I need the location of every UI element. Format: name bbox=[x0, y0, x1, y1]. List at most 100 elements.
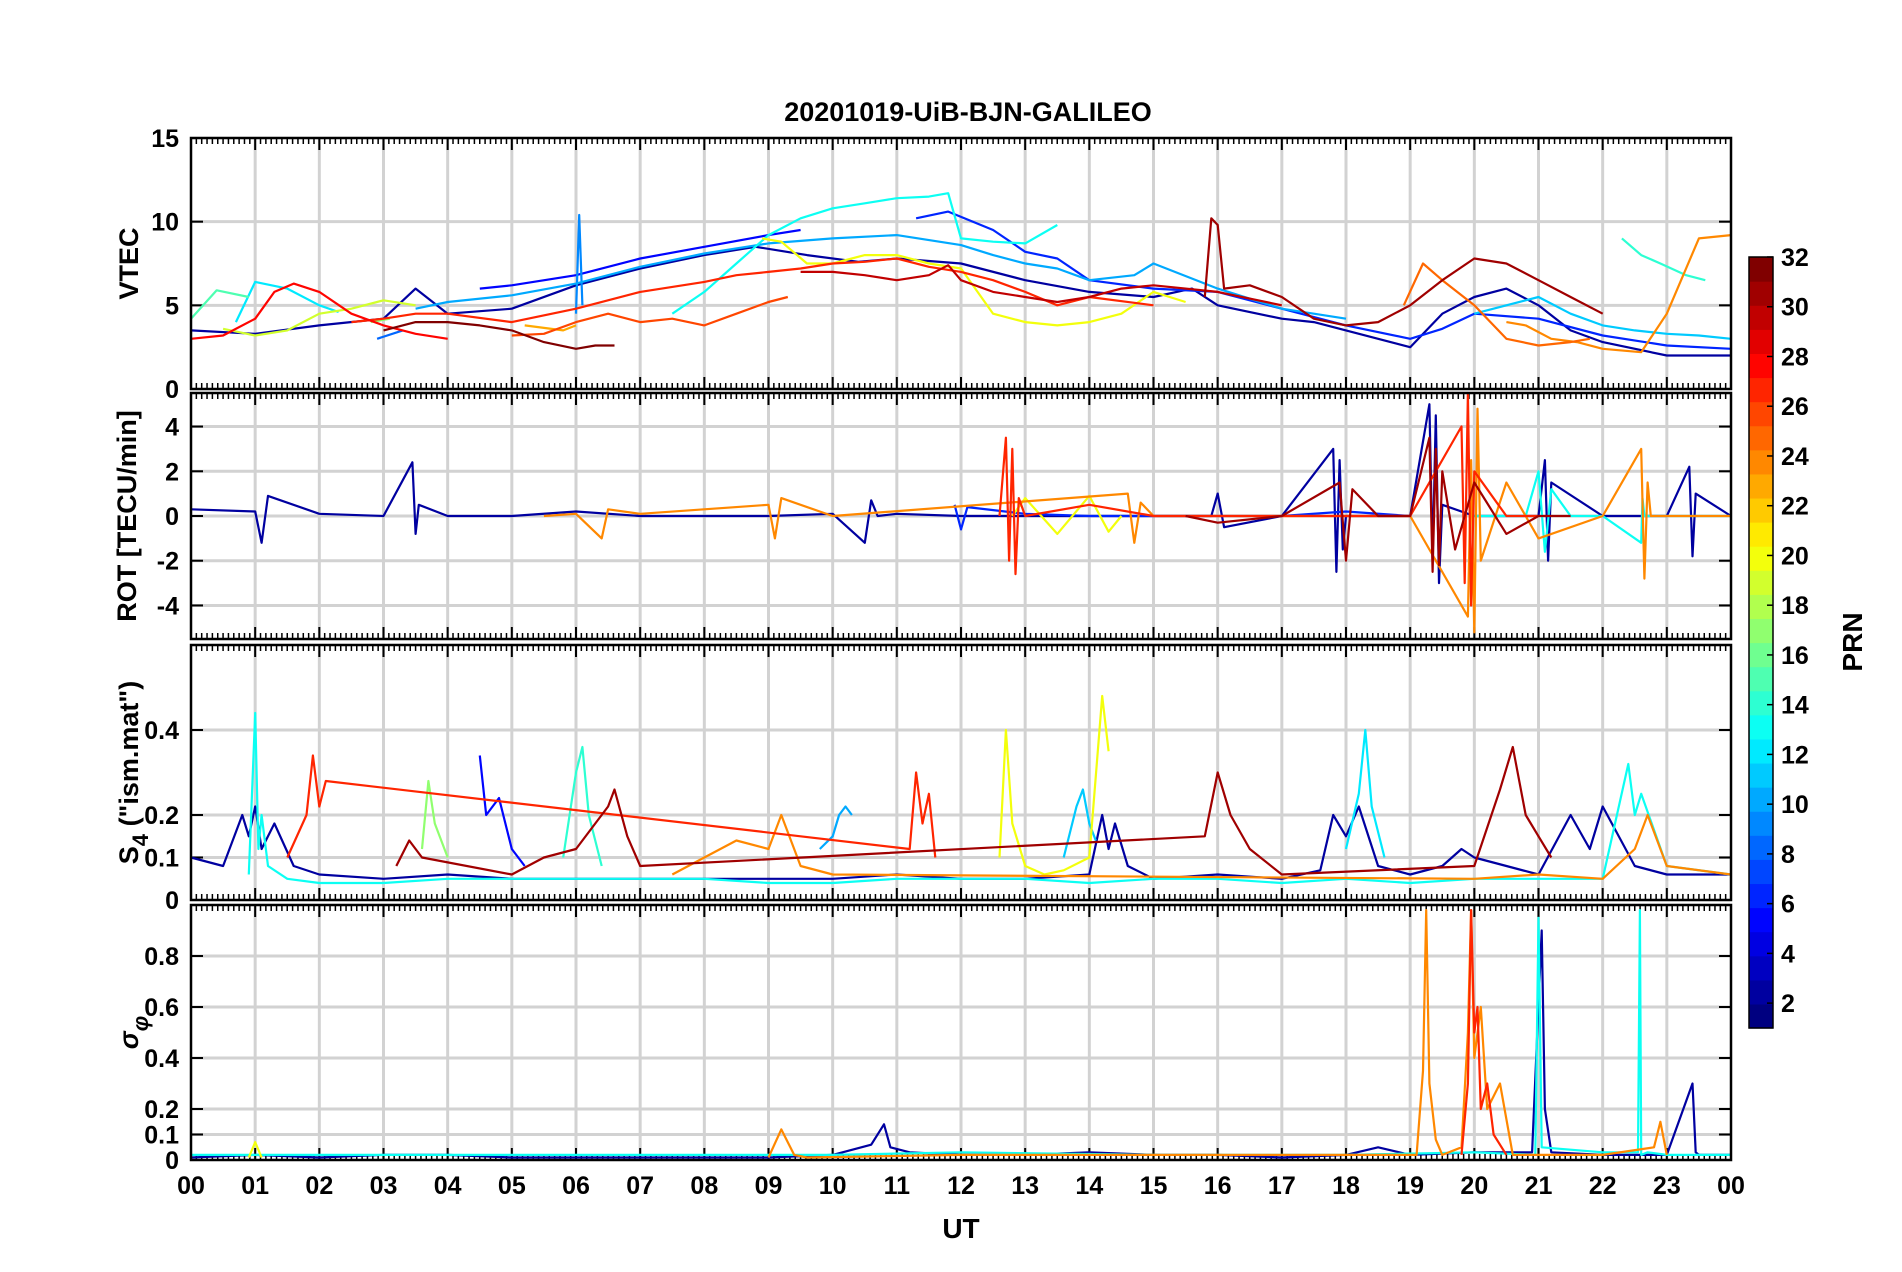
panel-frame bbox=[189, 643, 1733, 902]
series-line-prn-9 bbox=[574, 213, 584, 314]
colorbar-segment bbox=[1749, 666, 1773, 692]
colorbar-segment bbox=[1749, 281, 1773, 306]
colorbar-segment bbox=[1749, 353, 1773, 379]
colorbar-segment bbox=[1749, 546, 1773, 571]
series-line-prn-24 bbox=[1506, 234, 1732, 354]
series-line-prn-31 bbox=[395, 745, 1553, 876]
panel-frame bbox=[189, 903, 1733, 1162]
x-tick-label: 15 bbox=[1140, 1172, 1168, 1200]
y-tick-label: 2 bbox=[165, 458, 179, 486]
colorbar-tick-label: 14 bbox=[1781, 692, 1809, 720]
colorbar-tick-label: 26 bbox=[1781, 393, 1809, 421]
colorbar-segment bbox=[1749, 1003, 1773, 1029]
x-tick-label: 18 bbox=[1332, 1172, 1360, 1200]
x-axis-title: UT bbox=[942, 1213, 979, 1244]
series-line-prn-14 bbox=[562, 745, 603, 867]
colorbar-tick-label: 10 bbox=[1781, 791, 1809, 819]
series-line-prn-24 bbox=[767, 908, 1668, 1159]
x-tick-label: 11 bbox=[884, 1172, 911, 1200]
x-tick-label: 17 bbox=[1268, 1172, 1296, 1200]
x-tick-label: 22 bbox=[1589, 1172, 1617, 1200]
series-line-prn-13 bbox=[671, 192, 1058, 315]
series-line-prn-12 bbox=[234, 280, 339, 323]
colorbar-segment bbox=[1749, 618, 1773, 644]
colorbar-segment bbox=[1749, 425, 1773, 451]
series-line-prn-11 bbox=[1474, 295, 1732, 340]
series-line-prn-27 bbox=[998, 391, 1539, 607]
y-tick-label: 0.2 bbox=[144, 1096, 179, 1124]
y-tick-label: 0.1 bbox=[144, 845, 179, 873]
colorbar-segment bbox=[1749, 883, 1773, 909]
colorbar-tick-label: 28 bbox=[1781, 343, 1809, 371]
colorbar-segment bbox=[1749, 594, 1773, 620]
colorbar-tick-label: 6 bbox=[1781, 891, 1795, 919]
y-axis-title: σφ bbox=[114, 1016, 153, 1049]
series-line-prn-31 bbox=[1203, 217, 1604, 327]
colorbar-segment bbox=[1749, 305, 1773, 330]
x-tick-label: 08 bbox=[690, 1172, 718, 1200]
series-line-prn-8 bbox=[376, 329, 404, 340]
x-tick-label: 10 bbox=[819, 1172, 847, 1200]
y-tick-label: 0.6 bbox=[144, 994, 179, 1022]
series-line-prn-15 bbox=[190, 289, 250, 320]
colorbar-segment bbox=[1749, 955, 1773, 981]
series-line-prn-27 bbox=[1460, 908, 1508, 1156]
y-tick-label: 4 bbox=[165, 414, 179, 442]
colorbar-segment bbox=[1749, 257, 1773, 282]
series-line-prn-27 bbox=[286, 754, 937, 858]
x-tick-label: 16 bbox=[1204, 1172, 1232, 1200]
colorbar-segment bbox=[1749, 811, 1773, 836]
series-line-prn-20 bbox=[247, 1141, 263, 1158]
y-axis-title: ROT [TECU/min] bbox=[112, 410, 142, 621]
y-axis-title-subscript: 4 bbox=[128, 833, 153, 846]
x-tick-label: 01 bbox=[241, 1172, 269, 1200]
colorbar-segment bbox=[1749, 497, 1773, 523]
x-tick-label: 03 bbox=[370, 1172, 398, 1200]
colorbar-segment bbox=[1749, 522, 1773, 547]
series-line-prn-31 bbox=[1185, 436, 1571, 574]
y-tick-label: 0 bbox=[165, 376, 179, 404]
y-tick-label: 0 bbox=[165, 1147, 179, 1175]
series-line-prn-2 bbox=[190, 805, 1731, 880]
y-axis-title-base: S bbox=[114, 846, 144, 864]
series-line-prn-2 bbox=[190, 245, 1731, 357]
colorbar-segment bbox=[1749, 473, 1773, 499]
panel-4: 00.10.2 0.4 0.6 0.8 σφ bbox=[114, 903, 1733, 1175]
panel-frame bbox=[189, 136, 1733, 391]
series-line-prn-5 bbox=[478, 755, 526, 867]
colorbar-segment bbox=[1749, 714, 1773, 740]
y-tick-label: 0 bbox=[165, 887, 179, 915]
colorbar-segment bbox=[1749, 907, 1773, 933]
colorbar-segment bbox=[1749, 401, 1773, 427]
colorbar-segment bbox=[1749, 762, 1773, 788]
y-axis-title-subscript: φ bbox=[128, 1016, 153, 1031]
panel-2: -4 -2 0 2 4 ROT [TECU/min] bbox=[112, 391, 1733, 641]
colorbar-segment bbox=[1749, 449, 1773, 475]
colorbar-segment bbox=[1749, 570, 1773, 595]
y-axis-title-rest: ("ism.mat") bbox=[114, 681, 144, 834]
chart-title: 20201019-UiB-BJN-GALILEO bbox=[784, 97, 1152, 127]
colorbar-segment bbox=[1749, 738, 1773, 764]
series-line-prn-32 bbox=[383, 321, 615, 350]
colorbar-tick-label: 2 bbox=[1781, 990, 1795, 1018]
x-tick-label: 19 bbox=[1396, 1172, 1424, 1200]
colorbar-tick-label: 24 bbox=[1781, 443, 1809, 471]
colorbar-tick-label: 12 bbox=[1781, 741, 1809, 769]
series-line-prn-23 bbox=[524, 324, 577, 332]
y-axis-title-base: σ bbox=[114, 1030, 144, 1049]
y-tick-label: 0.1 bbox=[144, 1122, 179, 1150]
colorbar-tick-label: 22 bbox=[1781, 493, 1809, 521]
y-axis-title: VTEC bbox=[114, 227, 144, 299]
x-tick-label: 02 bbox=[305, 1172, 333, 1200]
series-line-prn-13 bbox=[1474, 470, 1731, 553]
x-tick-label: 07 bbox=[626, 1172, 654, 1200]
colorbar-tick-label: 4 bbox=[1781, 940, 1795, 968]
colorbar-segment bbox=[1749, 787, 1773, 812]
x-tick-label: 06 bbox=[562, 1172, 590, 1200]
panel-1: 0 5 10 15 VTEC bbox=[114, 125, 1733, 404]
colorbar-tick-label: 20 bbox=[1781, 542, 1809, 570]
y-tick-label: 0.4 bbox=[144, 717, 179, 745]
series-line-prn-20 bbox=[761, 237, 1186, 327]
